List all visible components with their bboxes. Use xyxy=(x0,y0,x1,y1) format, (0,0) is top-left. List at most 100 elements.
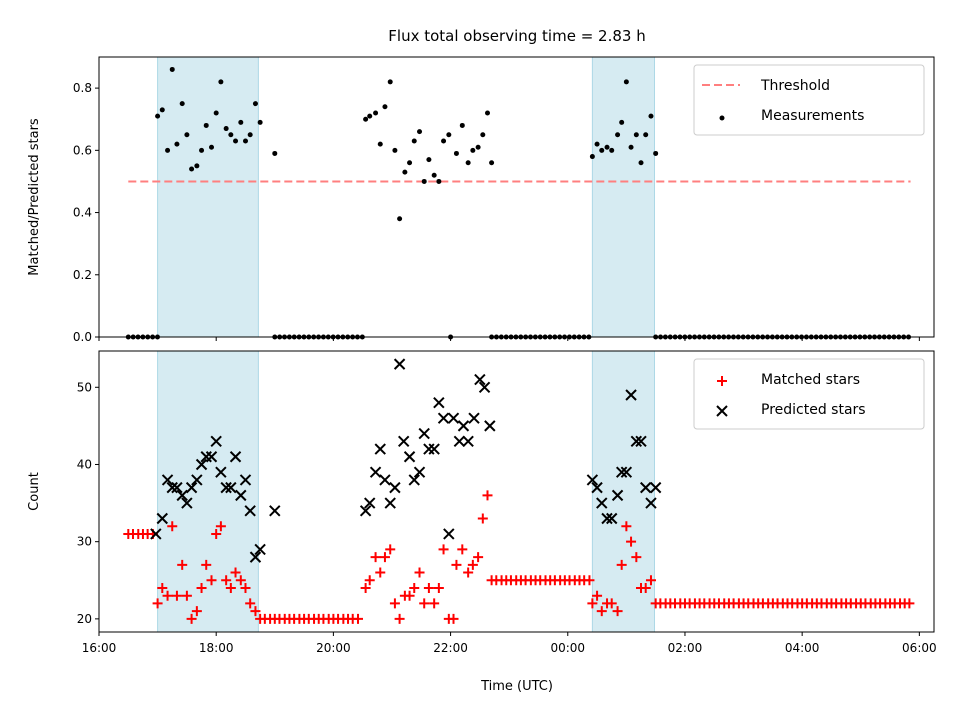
predicted-star-point xyxy=(649,481,662,494)
measurement-point xyxy=(619,119,625,125)
matched-star-point xyxy=(640,582,651,593)
predicted-star-point xyxy=(166,481,178,494)
legend-box xyxy=(693,64,925,136)
predicted-star-point xyxy=(156,512,168,525)
measurement-point xyxy=(628,144,634,150)
measurement-point xyxy=(615,132,621,138)
predicted-star-point xyxy=(474,373,486,386)
y-tick-label: 0.8 xyxy=(73,81,92,95)
matched-star-point xyxy=(463,567,474,578)
measurement-point xyxy=(609,147,615,153)
y-tick-label: 0.4 xyxy=(73,206,92,220)
predicted-star-point xyxy=(447,412,460,424)
legend-measurements-swatch xyxy=(719,115,725,121)
x-tick-label: 00:00 xyxy=(550,641,585,655)
matched-star-point xyxy=(157,582,168,593)
matched-star-point xyxy=(621,521,632,532)
predicted-star-point xyxy=(606,512,618,525)
measurement-point xyxy=(382,104,388,110)
legend: Matched stars Predicted stars xyxy=(693,358,925,430)
predicted-star-point xyxy=(364,497,376,509)
measurement-point xyxy=(402,169,408,175)
predicted-star-point xyxy=(443,528,455,540)
matched-star-point xyxy=(467,559,478,570)
matched-star-point xyxy=(171,590,182,601)
predicted-star-point xyxy=(239,474,252,486)
measurement-point xyxy=(165,147,171,153)
matched-star-point xyxy=(240,582,251,593)
legend-matched-swatch xyxy=(717,376,727,386)
matched-star-point xyxy=(414,567,425,578)
measurement-point xyxy=(397,216,403,222)
x-tick-label: 06:00 xyxy=(902,641,937,655)
matched-star-point xyxy=(409,582,420,593)
matched-star-point xyxy=(215,521,226,532)
matched-star-point xyxy=(451,559,462,570)
measurement-point xyxy=(218,79,224,85)
predicted-star-point xyxy=(235,489,247,502)
measurement-point xyxy=(238,119,244,125)
matched-star-point xyxy=(191,606,202,617)
measurement-point xyxy=(436,178,442,184)
predicted-star-point xyxy=(359,505,372,517)
measurement-point xyxy=(441,138,447,144)
y-tick-label: 0.2 xyxy=(73,268,92,282)
matched-star-point xyxy=(612,606,623,617)
measurement-point xyxy=(367,113,373,119)
matched-star-point xyxy=(230,567,241,578)
measurement-point xyxy=(446,132,452,138)
matched-star-point xyxy=(235,575,246,586)
predicted-star-point xyxy=(413,466,426,478)
y-tick-label: 0.6 xyxy=(73,143,92,157)
predicted-star-point xyxy=(384,497,396,509)
matched-star-point xyxy=(596,606,607,617)
y-tick-label: 20 xyxy=(77,612,92,626)
predicted-star-point xyxy=(625,389,637,401)
matched-star-point xyxy=(379,552,390,563)
measurement-point xyxy=(209,144,215,150)
measurement-point xyxy=(638,160,644,166)
predicted-star-point xyxy=(611,489,624,502)
x-tick-label: 04:00 xyxy=(785,641,820,655)
predicted-star-point xyxy=(205,451,218,463)
measurement-point xyxy=(459,122,465,128)
matched-star-point xyxy=(375,567,386,578)
y-axis-label: Matched/Predicted stars xyxy=(27,118,42,276)
legend-predicted-swatch xyxy=(716,405,728,417)
predicted-star-point xyxy=(389,481,401,494)
measurement-point xyxy=(257,119,263,125)
measurement-point xyxy=(653,150,659,156)
y-axis-label: Count xyxy=(27,472,42,511)
x-tick-label: 02:00 xyxy=(668,641,703,655)
matched-star-point xyxy=(631,552,642,563)
measurement-point xyxy=(213,110,219,116)
predicted-star-point xyxy=(591,481,603,494)
measurement-point xyxy=(387,79,393,85)
matched-star-point xyxy=(473,552,484,563)
predicted-star-point xyxy=(181,497,193,509)
measurement-point xyxy=(363,116,369,122)
predicted-star-point xyxy=(630,435,643,448)
x-tick-label: 22:00 xyxy=(433,641,468,655)
matched-star-point xyxy=(221,575,232,586)
matched-star-point xyxy=(419,598,430,609)
matched-star-point xyxy=(177,559,188,570)
predicted-star-point xyxy=(462,435,474,448)
matched-star-point xyxy=(360,582,371,593)
predicted-star-point xyxy=(403,451,416,463)
y-tick-label: 50 xyxy=(77,380,92,394)
measurement-point xyxy=(431,172,437,178)
measurement-point xyxy=(223,126,229,132)
measurement-point xyxy=(189,166,195,172)
measurement-point xyxy=(453,150,459,156)
measurement-point xyxy=(604,144,610,150)
matched-star-point xyxy=(250,606,261,617)
measurement-point xyxy=(184,132,190,138)
measurement-point xyxy=(373,110,379,116)
predicted-star-point xyxy=(453,435,466,448)
predicted-star-point xyxy=(393,358,406,370)
predicted-star-point xyxy=(596,497,608,509)
legend-label: Measurements xyxy=(761,108,864,124)
predicted-star-point xyxy=(478,381,491,393)
